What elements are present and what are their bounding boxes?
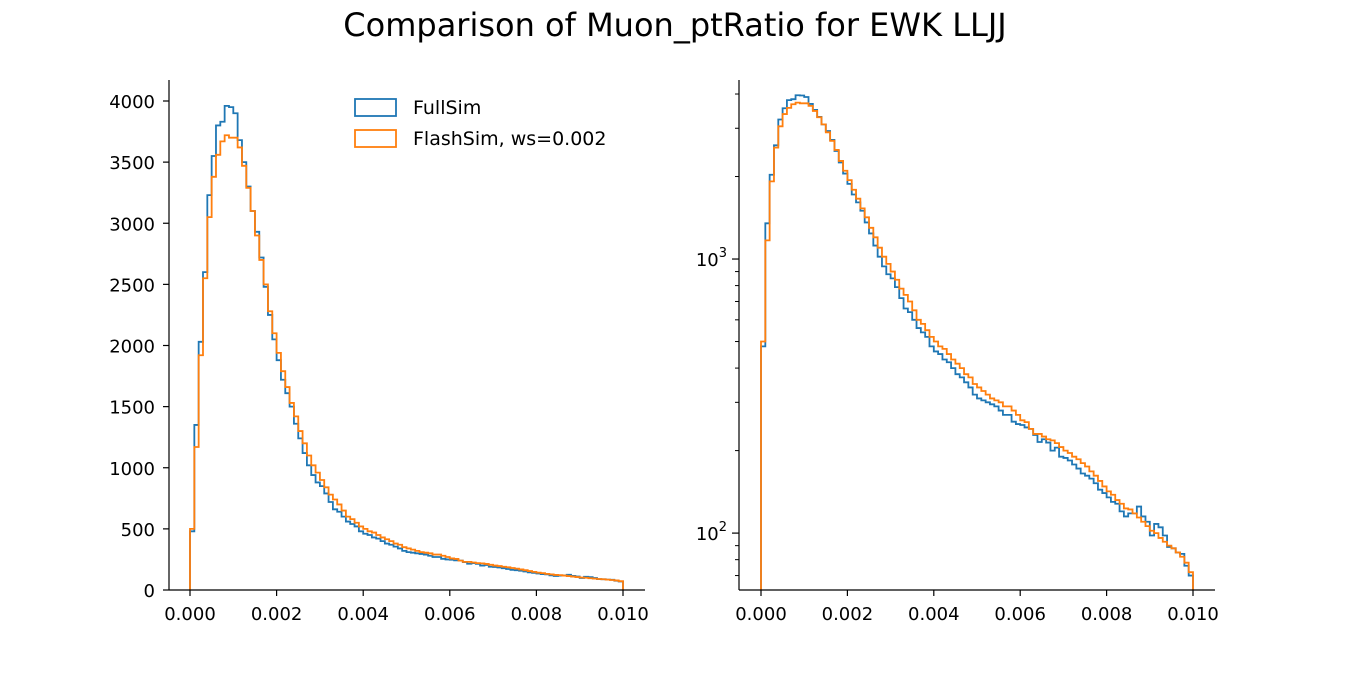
linear-y-tick-label: 2000 xyxy=(109,337,155,358)
linear-x-tick-label: 0.000 xyxy=(164,604,216,625)
linear-x-tick-label: 0.006 xyxy=(424,604,476,625)
panel-linear-scale: 0.000 0.002 0.004 0.006 0.008 0.010 0 500 1000 15… xyxy=(109,80,649,625)
legend-swatch-fullsim xyxy=(354,98,397,117)
linear-x-tick-label: 0.008 xyxy=(511,604,563,625)
linear-fullsim-series xyxy=(189,104,624,590)
legend-label-fullsim: FullSim xyxy=(413,97,481,119)
legend: FullSim FlashSim, ws=0.002 xyxy=(354,97,606,150)
linear-y-tick-label: 1500 xyxy=(109,398,155,419)
log-tick-layer: 0.000 0.002 0.004 0.006 0.008 0.010 102 103 xyxy=(696,93,1219,625)
log-y-tick-label: 102 xyxy=(696,520,727,545)
log-x-tick-label: 0.006 xyxy=(994,604,1046,625)
linear-x-tick-label: 0.002 xyxy=(251,604,303,625)
linear-y-tick-label: 4000 xyxy=(109,92,155,113)
log-x-tick-label: 0.002 xyxy=(822,604,874,625)
log-y-tick-label: 103 xyxy=(696,246,727,271)
legend-label-flashsim: FlashSim, ws=0.002 xyxy=(413,128,606,150)
linear-x-tick-label: 0.010 xyxy=(597,604,649,625)
linear-y-tick-label: 1000 xyxy=(109,459,155,480)
panel-log-scale: 0.000 0.002 0.004 0.006 0.008 0.010 102 103 xyxy=(696,80,1219,625)
linear-y-tick-label: 0 xyxy=(144,581,155,602)
linear-y-tick-label: 3500 xyxy=(109,153,155,174)
linear-tick-layer: 0.000 0.002 0.004 0.006 0.008 0.010 0 500 1000 15… xyxy=(109,92,649,625)
legend-swatch-flashsim xyxy=(354,129,397,148)
figure-title: Comparison of Muon_ptRatio for EWK LLJJ xyxy=(343,6,1007,44)
log-x-tick-label: 0.004 xyxy=(908,604,960,625)
linear-y-tick-label: 500 xyxy=(121,520,155,541)
log-x-tick-label: 0.000 xyxy=(735,604,787,625)
linear-y-tick-label: 3000 xyxy=(109,214,155,235)
linear-x-tick-label: 0.004 xyxy=(337,604,389,625)
linear-flashsim-series xyxy=(189,134,624,590)
log-x-tick-label: 0.008 xyxy=(1081,604,1133,625)
log-x-tick-label: 0.010 xyxy=(1167,604,1219,625)
log-fullsim-series xyxy=(760,94,1194,590)
linear-y-tick-label: 2500 xyxy=(109,275,155,296)
log-flashsim-series xyxy=(760,101,1194,590)
